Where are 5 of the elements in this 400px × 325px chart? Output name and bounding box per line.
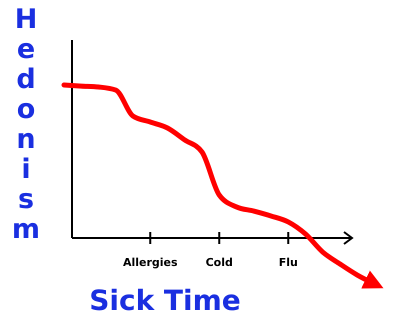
x-axis-title: Sick Time bbox=[89, 284, 241, 317]
x-tick-label: Allergies bbox=[122, 256, 178, 269]
y-axis-title: Hedonism bbox=[12, 4, 40, 245]
x-tick-label: Cold bbox=[206, 256, 233, 269]
x-tick-label: Flu bbox=[278, 256, 298, 269]
